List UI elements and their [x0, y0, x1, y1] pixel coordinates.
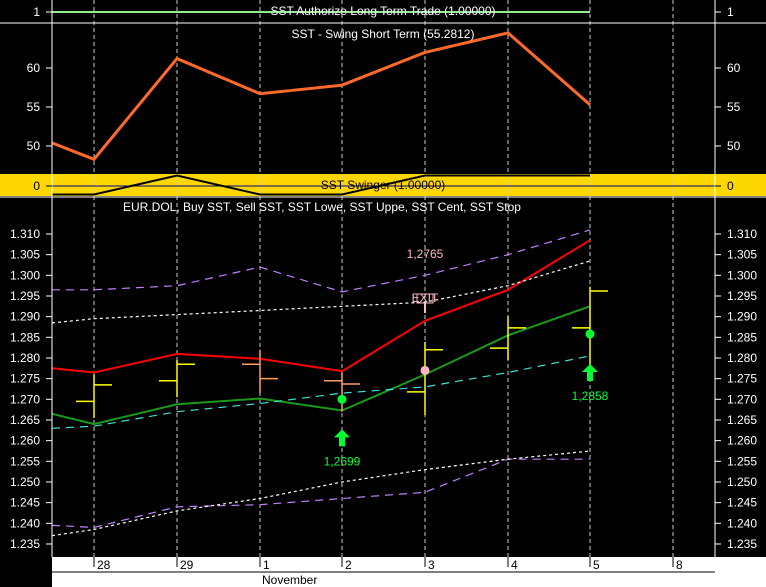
y-label-left: 1.270 — [10, 392, 40, 406]
price-series-0 — [51, 239, 591, 374]
exit-label: EXIT — [412, 291, 439, 305]
y-label-right: 1 — [727, 5, 734, 19]
y-label-right: 1.270 — [727, 392, 757, 406]
date-label-8: 8 — [676, 558, 683, 572]
y-label-left: 1.245 — [10, 496, 40, 510]
y-label-right: 1.260 — [727, 434, 757, 448]
y-label-right: 1.240 — [727, 516, 757, 530]
y-label-left: 1.305 — [10, 248, 40, 262]
swinger-line — [52, 174, 590, 196]
y-label-right: 50 — [727, 139, 741, 153]
y-label-right: 1.245 — [727, 496, 757, 510]
y-label-left: 1.295 — [10, 289, 40, 303]
date-label-5: 5 — [593, 558, 600, 572]
y-label-right: 1.310 — [727, 227, 757, 241]
date-label-2: 2 — [345, 558, 352, 572]
swing-short-term-line — [51, 31, 591, 162]
y-label-left: 0 — [33, 179, 40, 193]
authorize-panel-title: SST Authorize Long Term Trade (1.00000) — [270, 4, 495, 18]
date-label-28: 28 — [97, 558, 111, 572]
y-label-left: 1.290 — [10, 310, 40, 324]
y-label-right: 1.285 — [727, 330, 757, 344]
signal-dot-exit — [420, 365, 430, 375]
y-label-right: 1.295 — [727, 289, 757, 303]
y-label-right: 1.305 — [727, 248, 757, 262]
y-label-left: 1 — [33, 5, 40, 19]
y-label-right: 60 — [727, 61, 741, 75]
date-label-29: 29 — [180, 558, 194, 572]
date-label-1: 1 — [263, 558, 270, 572]
price-series-4 — [51, 260, 591, 324]
y-label-left: 1.250 — [10, 475, 40, 489]
y-label-left: 1.280 — [10, 351, 40, 365]
y-label-left: 60 — [27, 61, 41, 75]
y-label-left: 1.300 — [10, 268, 40, 282]
buy-arrow-icon — [334, 429, 350, 447]
price-series-2 — [51, 355, 591, 429]
y-label-right: 1.235 — [727, 537, 757, 551]
signal-label: 1,2858 — [572, 389, 609, 403]
y-label-left: 1.310 — [10, 227, 40, 241]
y-label-right: 1.280 — [727, 351, 757, 365]
signal-label: 1,2765 — [407, 247, 444, 261]
date-label-3: 3 — [428, 558, 435, 572]
y-label-left: 1.235 — [10, 537, 40, 551]
panels: 1,2699 EXIT 1,2765 1,2858 — [51, 11, 715, 537]
price-panel-title: EUR.DOL, Buy SST, Sell SST, SST Lowe, SS… — [123, 200, 521, 214]
price-series-1 — [51, 305, 591, 426]
y-label-left: 1.255 — [10, 454, 40, 468]
price-series-6 — [51, 450, 591, 537]
y-label-left: 1.265 — [10, 413, 40, 427]
y-label-right: 1.275 — [727, 372, 757, 386]
y-label-right: 55 — [727, 100, 741, 114]
signal-dot-buy — [585, 329, 595, 339]
y-label-left: 50 — [27, 139, 41, 153]
y-label-left: 55 — [27, 100, 41, 114]
y-label-right: 0 — [727, 179, 734, 193]
swinger-panel-title: SST Swinger (1.00000) — [321, 178, 446, 192]
y-label-left: 1.260 — [10, 434, 40, 448]
price-series-5 — [51, 458, 590, 529]
y-label-left: 1.275 — [10, 372, 40, 386]
y-label-right: 1.300 — [727, 268, 757, 282]
y-label-left: 1.285 — [10, 330, 40, 344]
y-label-left: 1.240 — [10, 516, 40, 530]
signal-label: 1,2699 — [324, 454, 361, 468]
y-label-right: 1.265 — [727, 413, 757, 427]
y-label-right: 1.255 — [727, 454, 757, 468]
date-label-4: 4 — [511, 558, 518, 572]
y-label-right: 1.250 — [727, 475, 757, 489]
buy-arrow-icon — [582, 364, 598, 382]
y-label-right: 1.290 — [727, 310, 757, 324]
price-series-3 — [52, 229, 591, 293]
signal-dot-buy — [337, 394, 347, 404]
swing-panel-title: SST - Swing Short Term (55.2812) — [292, 27, 475, 41]
month-label: November — [262, 573, 317, 587]
